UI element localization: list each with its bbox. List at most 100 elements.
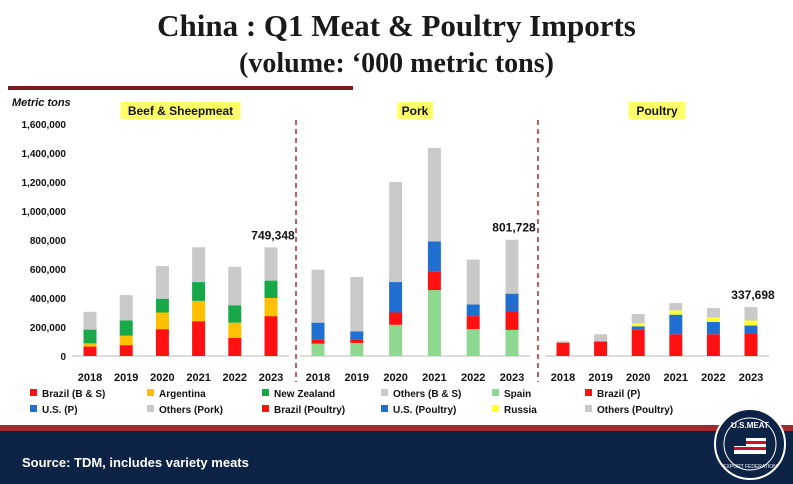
bar-segment <box>119 320 133 336</box>
bar-segment <box>505 311 519 330</box>
bar-segment <box>155 329 169 356</box>
x-tick-label: 2020 <box>626 372 650 384</box>
x-tick-label: 2021 <box>422 372 446 384</box>
bar-segment <box>427 290 441 356</box>
legend-label: Brazil (B & S) <box>42 389 105 400</box>
bar-segment <box>466 259 480 305</box>
y-tick-label: 1,600,000 <box>22 120 67 131</box>
legend-swatch <box>585 389 592 396</box>
bar-segment <box>350 342 364 356</box>
bar-segment <box>669 314 683 335</box>
legend-swatch <box>492 389 499 396</box>
panel-label: Poultry <box>636 104 678 118</box>
bar-segment <box>192 300 206 322</box>
legend-swatch <box>147 389 154 396</box>
x-tick-label: 2023 <box>259 372 283 384</box>
x-tick-label: 2021 <box>664 372 688 384</box>
bar-segment <box>119 345 133 356</box>
bar-segment <box>389 324 403 356</box>
legend-swatch <box>30 389 37 396</box>
usmef-logo: U.S.MEAT EXPORT FEDERATION <box>714 408 786 480</box>
bar-segment <box>311 269 325 323</box>
svg-text:U.S.MEAT: U.S.MEAT <box>731 421 769 430</box>
bar-segment <box>631 326 645 330</box>
bar-segment <box>83 343 97 347</box>
footer-background <box>0 427 793 484</box>
bar-segment <box>350 339 364 343</box>
y-axis-label: Metric tons <box>12 97 71 109</box>
legend-swatch <box>381 389 388 396</box>
chart-subtitle: (volume: ‘000 metric tons) <box>239 48 554 79</box>
x-tick-label: 2018 <box>306 372 330 384</box>
bar-segment <box>119 295 133 321</box>
bar-segment <box>119 335 133 346</box>
bar-segment <box>466 329 480 356</box>
panel-label: Beef & Sheepmeat <box>128 104 233 118</box>
legend-label: Others (B & S) <box>393 389 461 400</box>
bar-segment <box>83 311 97 330</box>
legend-swatch <box>262 405 269 412</box>
chart-title: China : Q1 Meat & Poultry Imports <box>157 8 636 43</box>
bar-segment <box>228 337 242 356</box>
bar-segment <box>264 298 278 317</box>
bar-segment <box>264 280 278 298</box>
bar-segment <box>155 298 169 313</box>
bar-segment <box>744 307 758 321</box>
bar-segment <box>427 147 441 242</box>
data-label: 337,698 <box>731 288 775 302</box>
data-label: 749,348 <box>251 228 295 242</box>
bar-segment <box>556 341 570 343</box>
bar-segment <box>192 247 206 283</box>
y-tick-label: 1,200,000 <box>22 178 67 189</box>
x-tick-label: 2018 <box>551 372 575 384</box>
x-tick-label: 2022 <box>223 372 247 384</box>
bar-segment <box>631 329 645 356</box>
legend-label: U.S. (Poultry) <box>393 405 456 416</box>
legend-label: New Zealand <box>274 389 335 400</box>
legend-swatch <box>492 405 499 412</box>
bar-segment <box>83 329 97 344</box>
legend-swatch <box>30 405 37 412</box>
bar-segment <box>594 341 608 342</box>
bar-segment <box>389 282 403 313</box>
legend-swatch <box>585 405 592 412</box>
legend-label: Brazil (P) <box>597 389 640 400</box>
bar-segment <box>311 339 325 344</box>
stacked-bar-chart: Metric tons 0 200,000 400,000 600,000 800,000… <box>12 97 775 416</box>
bar-segment <box>350 331 364 340</box>
y-tick-label: 0 <box>60 352 66 363</box>
legend-swatch <box>381 405 388 412</box>
bar-segment <box>83 346 97 356</box>
x-tick-label: 2020 <box>150 372 174 384</box>
bar-segment <box>744 325 758 334</box>
x-tick-label: 2019 <box>588 372 612 384</box>
bar-segment <box>228 266 242 306</box>
bar-segment <box>264 316 278 356</box>
bar-segment <box>744 320 758 326</box>
bar-segment <box>505 239 519 294</box>
y-tick-label: 600,000 <box>30 265 67 276</box>
bar-segment <box>264 247 278 281</box>
x-tick-label: 2023 <box>500 372 524 384</box>
legend-label: Others (Pork) <box>159 405 223 416</box>
y-tick-label: 1,000,000 <box>22 207 67 218</box>
bar-segment <box>155 266 169 299</box>
source-note: Source: TDM, includes variety meats <box>22 455 249 470</box>
panel-label: Pork <box>402 104 429 118</box>
legend-label: U.S. (P) <box>42 405 78 416</box>
bar-segment <box>706 334 720 356</box>
y-tick-label: 400,000 <box>30 294 67 305</box>
bar-segment <box>744 333 758 356</box>
bar-segment <box>669 334 683 356</box>
bar-segment <box>427 271 441 291</box>
legend-label: Russia <box>504 405 537 416</box>
svg-text:EXPORT FEDERATION: EXPORT FEDERATION <box>723 464 777 470</box>
bar-segment <box>192 321 206 356</box>
bar-segment <box>631 313 645 324</box>
bar-segment <box>556 342 570 356</box>
bar-segment <box>427 241 441 272</box>
bar-segment <box>594 341 608 356</box>
bar-segment <box>228 305 242 323</box>
legend-swatch <box>147 405 154 412</box>
bar-segment <box>706 308 720 318</box>
